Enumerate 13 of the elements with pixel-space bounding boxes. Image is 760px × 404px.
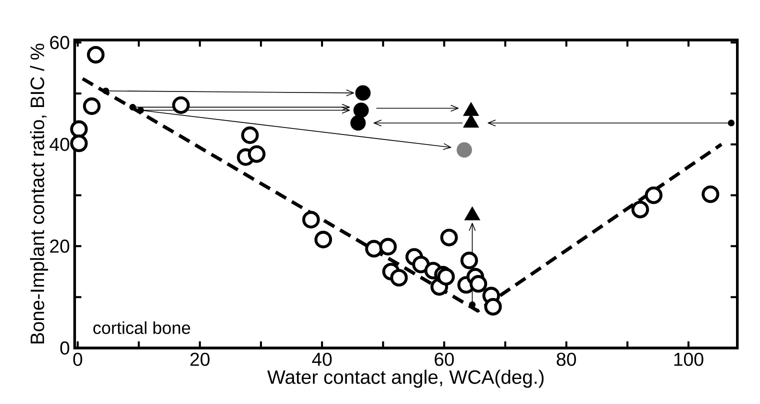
x-tick-label: 40 (312, 352, 332, 366)
x-tick-label: 0 (73, 352, 82, 366)
annotation: cortical bone (93, 321, 190, 334)
y-tick-label: 60 (50, 36, 70, 50)
y-tick-label: 40 (50, 138, 70, 151)
y-tick-label: 0 (60, 341, 70, 355)
y-tick-label: 20 (50, 240, 70, 253)
y-axis-title: Bone-Implant contact ratio, BIC / % (30, 44, 48, 344)
x-tick-label: 100 (674, 352, 704, 366)
x-tick-label: 60 (434, 352, 454, 366)
x-axis-title: Water contact angle, WCA(deg.) (267, 370, 544, 388)
x-tick-label: 20 (190, 352, 210, 366)
x-tick-label: 80 (556, 352, 576, 366)
